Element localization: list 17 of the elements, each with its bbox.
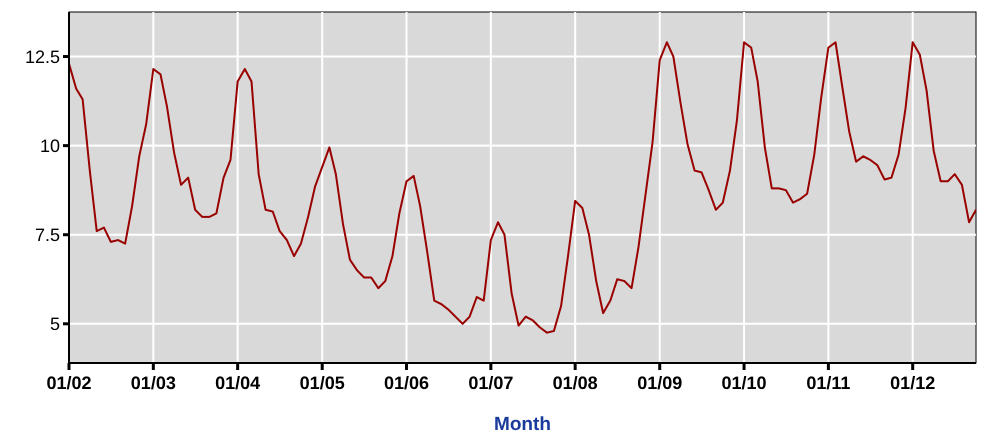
x-axis-title: Month	[494, 414, 551, 434]
x-tick-label: 01/09	[637, 373, 682, 393]
line-series	[68, 41, 977, 334]
x-tick-label: 01/06	[384, 373, 430, 393]
x-tick-label: 01/11	[806, 373, 850, 393]
x-tick-label: 01/10	[722, 373, 767, 393]
x-tick-label: 01/04	[215, 373, 260, 393]
x-tick-label: 01/07	[468, 373, 514, 393]
x-tick-label: 01/08	[552, 373, 598, 393]
y-tick-label: 5	[50, 314, 60, 334]
x-tick-label: 01/12	[890, 373, 936, 393]
y-tick-label: 10	[40, 136, 60, 156]
x-tick-label: 01/05	[300, 373, 345, 393]
y-tick-label: 12.5	[24, 46, 60, 67]
y-tick-label: 7.5	[34, 225, 60, 246]
x-tick-label: 01/02	[46, 373, 92, 393]
x-tick-label: 01/03	[130, 373, 176, 393]
